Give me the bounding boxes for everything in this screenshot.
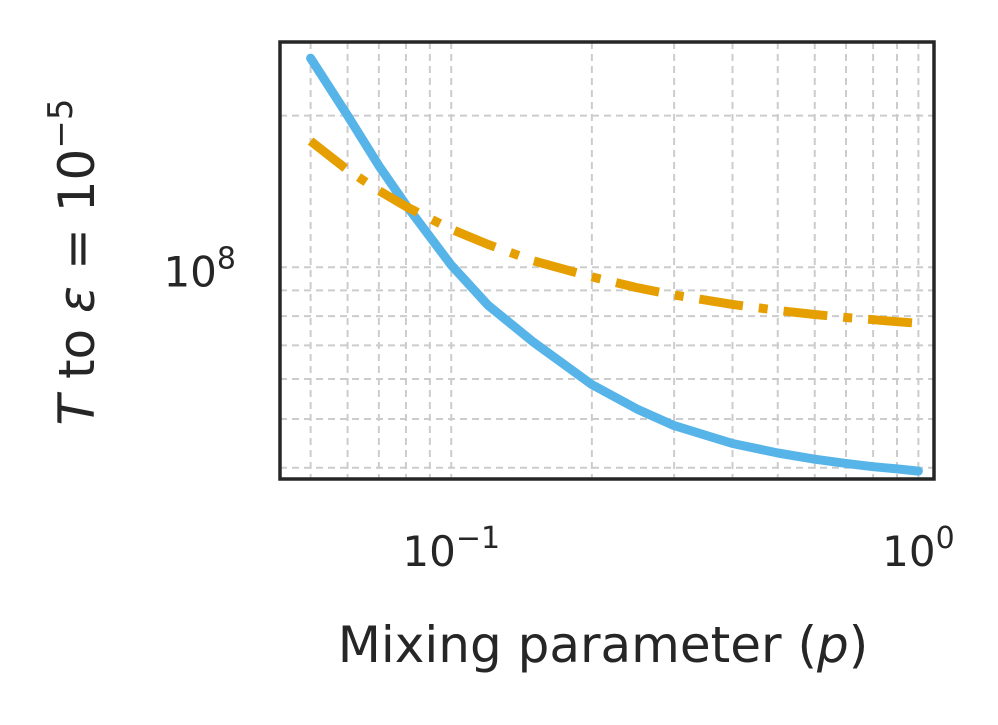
series-line-2 bbox=[307, 137, 919, 328]
x-tick-label: 100 bbox=[882, 521, 955, 576]
x-axis-label: Mixing parameter (p) bbox=[338, 616, 868, 674]
series-layer bbox=[306, 53, 923, 476]
x-tick-label: 10−1 bbox=[402, 521, 500, 576]
x-tick-labels: 10−1 100 bbox=[402, 521, 954, 576]
y-tick-labels: 108 bbox=[163, 241, 236, 296]
plot-frame bbox=[278, 40, 936, 481]
series-line-1 bbox=[306, 53, 923, 476]
y-axis-label: T to ε = 10−5 bbox=[41, 99, 106, 426]
y-tick-label: 108 bbox=[163, 241, 236, 296]
